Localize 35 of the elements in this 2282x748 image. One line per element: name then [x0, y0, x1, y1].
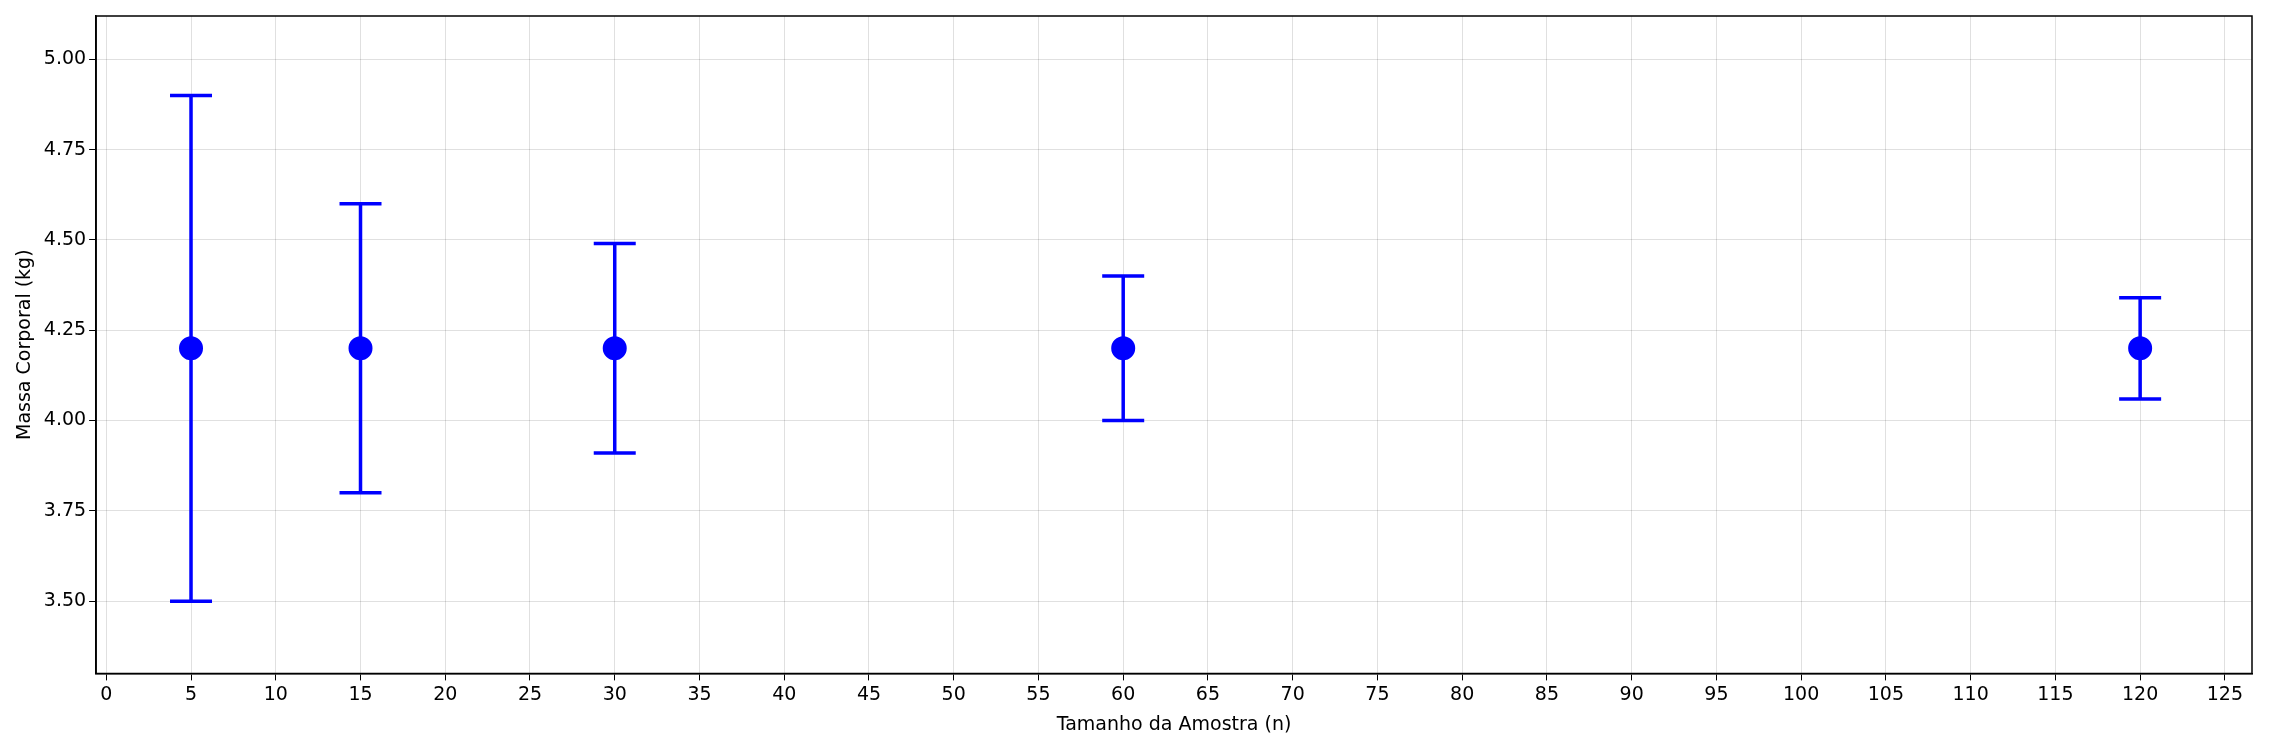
x-tick-label: 85	[1534, 681, 1560, 704]
x-tick-label: 125	[2206, 681, 2244, 704]
x-tick-label: 55	[1026, 681, 1051, 704]
y-tick-label: 3.50	[43, 588, 87, 611]
x-tick-label: 25	[517, 681, 543, 704]
x-tick-label: 15	[348, 681, 373, 704]
x-tick-label: 90	[1619, 681, 1644, 704]
x-tick-label: 20	[433, 681, 458, 704]
y-tick-label: 4.25	[43, 317, 87, 340]
x-tick-label: 30	[602, 681, 627, 704]
x-tick-label: 70	[1280, 681, 1305, 704]
x-tick-label: 80	[1450, 681, 1475, 704]
x-tick-label: 45	[856, 681, 882, 704]
x-tick-label: 110	[1952, 681, 1989, 704]
x-tick-label: 50	[941, 681, 966, 704]
x-tick-label: 35	[687, 681, 712, 704]
x-tick-label: 100	[1783, 681, 1820, 704]
y-tick-label: 4.50	[43, 226, 87, 249]
x-tick-label: 115	[2037, 681, 2074, 704]
y-tick-label: 3.75	[43, 497, 87, 520]
y-tick-label: 5.00	[43, 46, 87, 69]
x-tick-label: 5	[184, 681, 198, 704]
x-tick-label: 10	[263, 681, 288, 704]
x-tick-label: 105	[1867, 681, 1905, 704]
x-tick-label: 65	[1195, 681, 1221, 704]
x-tick-label: 40	[772, 681, 797, 704]
x-axis-title: Tamanho da Amostra (n)	[1055, 711, 1292, 734]
x-tick-label: 120	[2122, 681, 2159, 704]
y-tick-label: 4.00	[43, 407, 87, 430]
x-tick-label: 95	[1704, 681, 1729, 704]
x-tick-label: 75	[1365, 681, 1390, 704]
y-axis-title: Massa Corporal (kg)	[12, 249, 35, 440]
x-tick-label: 60	[1111, 681, 1136, 704]
x-tick-label: 0	[100, 681, 113, 704]
y-tick-label: 4.75	[43, 136, 87, 159]
